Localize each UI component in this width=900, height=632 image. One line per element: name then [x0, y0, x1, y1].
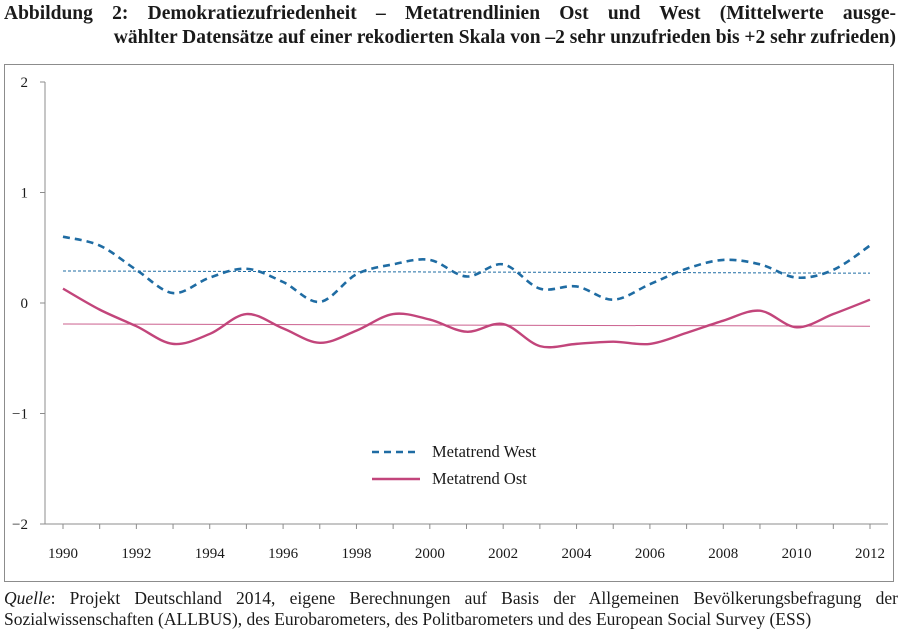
x-tick-label: 1990	[48, 546, 78, 562]
y-tick-label: 0	[21, 296, 29, 312]
title-line-2: wählter Datensätze auf einer rekodierten…	[113, 27, 896, 48]
source-line-2: Sozialwissenschaften (ALLBUS), des Eurob…	[4, 609, 812, 629]
source-line-1: Quelle: Projekt Deutschland 2014, eigene…	[4, 588, 898, 609]
chart-frame	[4, 64, 894, 582]
x-tick-label: 2010	[782, 546, 812, 562]
y-tick-label: −2	[12, 517, 28, 533]
y-tick-label: −1	[12, 407, 28, 423]
series-line-ost	[62, 287, 871, 349]
x-tick-label: 1998	[341, 546, 371, 562]
legend-label-ost: Metatrend Ost	[432, 469, 527, 488]
x-tick-label: 2004	[562, 546, 593, 562]
x-tick-label: 2000	[415, 546, 445, 562]
x-tick-label: 2002	[488, 546, 518, 562]
series-line-west	[62, 235, 871, 304]
x-tick-label: 2012	[855, 546, 885, 562]
title-line-1: Abbildung 2: Demokratiezufriedenheit – M…	[4, 3, 896, 24]
x-tick-label: 2006	[635, 546, 666, 562]
trend-line-ost	[62, 323, 871, 327]
x-tick-label: 1992	[121, 546, 151, 562]
y-tick-label: 2	[21, 75, 29, 91]
x-tick-label: 1996	[268, 546, 299, 562]
legend-label-west: Metatrend West	[432, 442, 537, 461]
chart-title: Abbildung 2: Demokratiezufriedenheit – M…	[4, 2, 896, 50]
source-text: : Projekt Deutschland 2014, eigene Berec…	[50, 588, 898, 608]
source-note: Quelle: Projekt Deutschland 2014, eigene…	[4, 588, 898, 630]
x-tick-label: 2008	[708, 546, 738, 562]
y-tick-label: 1	[21, 186, 29, 202]
trend-line-west	[62, 270, 871, 274]
source-label: Quelle	[4, 588, 51, 608]
x-tick-label: 1994	[195, 546, 226, 562]
